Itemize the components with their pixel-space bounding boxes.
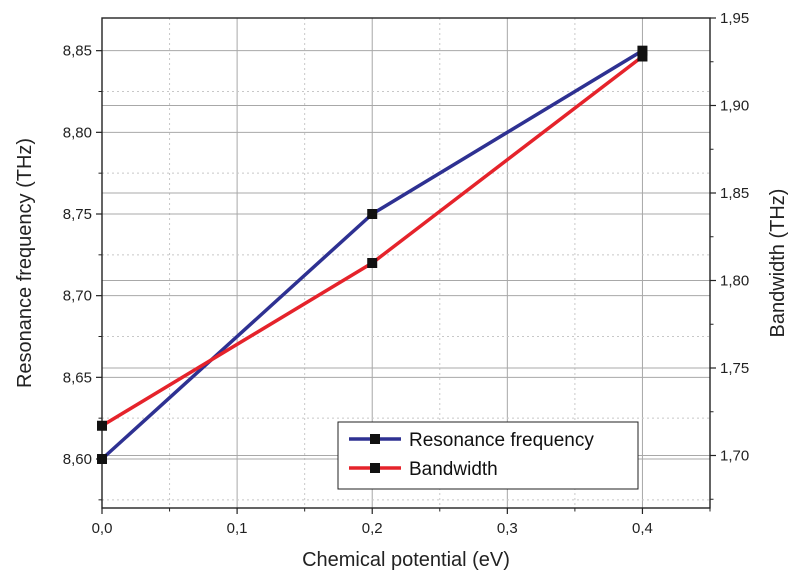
x-tick-label: 0,3 bbox=[497, 520, 518, 537]
legend-label-resonance: Resonance frequency bbox=[409, 430, 594, 451]
y-axis-left-title: Resonance frequency (THz) bbox=[14, 138, 36, 388]
ticks: 0,0 0,1 0,2 0,3 0,4 8,60 8,65 8,70 8,75 8,80 8,85 1… bbox=[63, 10, 749, 537]
data-point-resonance-frequency bbox=[637, 45, 648, 56]
y-axis-right-title: Bandwidth (THz) bbox=[767, 189, 789, 338]
y-left-tick-label: 8,80 bbox=[63, 124, 92, 141]
y-right-tick-label: 1,90 bbox=[720, 98, 749, 115]
legend-marker-resonance bbox=[370, 434, 380, 444]
data-point-resonance-frequency bbox=[367, 209, 378, 219]
y-right-tick-label: 1,85 bbox=[720, 185, 749, 202]
y-left-tick-label: 8,70 bbox=[63, 288, 92, 305]
x-tick-label: 0,1 bbox=[227, 520, 248, 537]
x-tick-label: 0,2 bbox=[362, 520, 383, 537]
legend-marker-bandwidth bbox=[370, 463, 380, 473]
data-point-bandwidth bbox=[97, 420, 107, 431]
y-left-tick-label: 8,65 bbox=[63, 369, 92, 386]
grid bbox=[102, 18, 711, 508]
x-axis-title: Chemical potential (eV) bbox=[302, 549, 510, 571]
x-tick-label: 0,0 bbox=[92, 520, 113, 537]
data-point-bandwidth bbox=[367, 258, 378, 268]
legend-box bbox=[337, 421, 639, 490]
legend: Resonance frequency Bandwidth bbox=[337, 421, 639, 490]
y-right-tick-label: 1,70 bbox=[720, 448, 749, 465]
plot-frame bbox=[101, 17, 711, 509]
x-tick-label: 0,4 bbox=[632, 520, 653, 537]
y-left-tick-label: 8,85 bbox=[63, 43, 92, 60]
data-point-bandwidth bbox=[637, 51, 648, 62]
series bbox=[97, 45, 648, 464]
y-left-tick-label: 8,60 bbox=[63, 451, 92, 468]
y-right-tick-label: 1,80 bbox=[720, 273, 749, 290]
y-right-tick-label: 1,75 bbox=[720, 360, 749, 377]
data-point-resonance-frequency bbox=[97, 454, 107, 464]
y-right-tick-label: 1,95 bbox=[720, 10, 749, 27]
legend-label-bandwidth: Bandwidth bbox=[409, 459, 498, 480]
y-left-tick-label: 8,75 bbox=[63, 206, 92, 223]
